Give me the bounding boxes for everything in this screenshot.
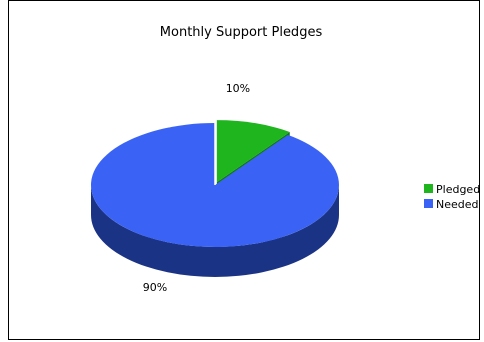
legend-label-pledged: Pledged: [436, 183, 480, 196]
legend-swatch-needed: [424, 199, 433, 208]
slice-side-needed: [91, 185, 339, 277]
legend: Pledged Needed: [424, 183, 480, 211]
legend-label-needed: Needed: [436, 198, 479, 211]
legend-swatch-pledged: [424, 184, 433, 193]
data-label-pledged: 10%: [226, 82, 250, 95]
slice-pledged[interactable]: [216, 120, 290, 183]
chart-title: Monthly Support Pledges: [160, 25, 323, 40]
pie-layer: 10% 90%: [91, 82, 339, 294]
data-label-needed: 90%: [143, 281, 167, 294]
